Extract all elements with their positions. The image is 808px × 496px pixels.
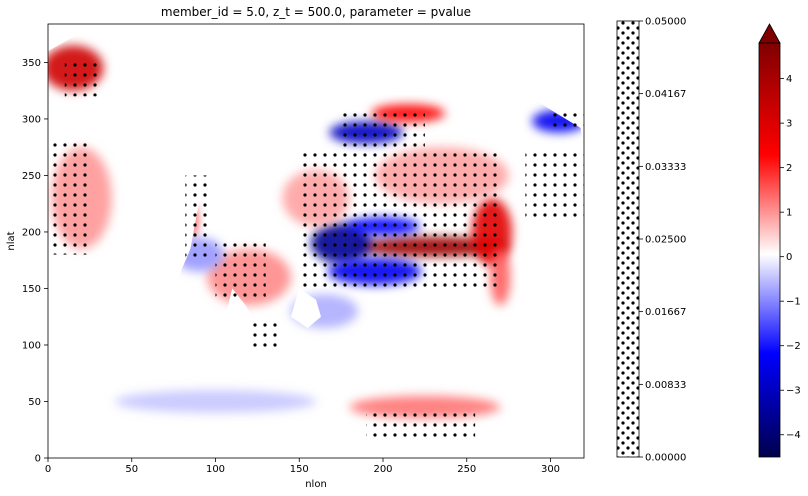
colorbar-tick-label-5: −1: [786, 297, 801, 308]
anomaly-cell-16: [115, 390, 316, 413]
land-mask: [48, 24, 584, 374]
hatch-tick-label-0: 0.05000: [645, 17, 686, 28]
land-region-3: [290, 288, 322, 329]
colorbar-tick-label-3: 1: [786, 208, 792, 219]
y-tick-label-6: 300: [22, 114, 41, 125]
land-region-6: [48, 24, 97, 52]
stipple-region-7: [525, 147, 584, 221]
x-tick-label-1: 50: [125, 464, 138, 475]
y-tick-label-5: 250: [22, 171, 41, 182]
x-tick-label-0: 0: [45, 464, 51, 475]
stipple-region-0: [64, 56, 99, 97]
colorbar-ticks: 4 3 2 1 0 −1 −2 −3 −4: [780, 74, 801, 441]
hatch-tick-label-2: 0.03333: [645, 162, 686, 173]
y-tick-label-2: 100: [22, 340, 41, 351]
land-region-1: [145, 24, 367, 345]
chart-title: member_id = 5.0, z_t = 500.0, parameter …: [161, 5, 471, 19]
colorbar-tick-label-6: −2: [786, 341, 801, 352]
stipple-region-9: [550, 113, 584, 131]
x-tick-label-6: 300: [541, 464, 560, 475]
y-axis-label: nlat: [6, 231, 17, 250]
significance-stippling: [48, 56, 584, 442]
stipple-region-1: [48, 141, 90, 255]
hatch-tick-label-3: 0.02500: [645, 235, 686, 246]
land-region-4: [467, 24, 584, 289]
colorbar-frame: [758, 42, 781, 458]
stipple-region-3: [215, 243, 266, 300]
stipple-region-5: [299, 152, 501, 289]
x-tick-label-5: 250: [457, 464, 476, 475]
x-tick-label-3: 150: [290, 464, 309, 475]
stipple-region-4: [249, 322, 283, 351]
colorbar-tick-label-1: 3: [786, 119, 792, 130]
stipple-region-8: [366, 407, 476, 442]
y-tick-label-1: 50: [28, 397, 41, 408]
x-axis-label: nlon: [305, 479, 327, 490]
plot-frame: [47, 23, 585, 459]
y-tick-label-3: 150: [22, 284, 41, 295]
y-tick-label-7: 350: [22, 58, 41, 69]
colorbar: 4 3 2 1 0 −1 −2 −3 −4: [758, 23, 801, 458]
land-region-5: [550, 305, 584, 345]
colorbar-tick-label-2: 2: [786, 163, 792, 174]
hatch-tick-label-5: 0.00833: [645, 380, 686, 391]
colorbar-extend-arrow: [758, 23, 781, 44]
x-axis-ticks: 0 50 100 150 200 250 300: [45, 458, 560, 475]
colorbar-tick-label-8: −4: [786, 430, 801, 441]
hatch-tick-label-4: 0.01667: [645, 307, 686, 318]
hatch-legend: 0.05000 0.04167 0.03333 0.02500 0.01667 0.008…: [616, 17, 686, 464]
colorbar-gradient: [759, 43, 780, 457]
colorbar-tick-label-0: 4: [786, 74, 792, 85]
colorbar-tick-label-7: −3: [786, 386, 801, 397]
hatch-tick-label-1: 0.04167: [645, 89, 686, 100]
plot-area: 0 50 100 150 200 250 300 0 50 100 150 200 250 300 350: [22, 23, 585, 475]
y-tick-label-0: 0: [35, 454, 41, 465]
hatch-legend-pattern: [617, 21, 639, 457]
y-tick-label-4: 200: [22, 227, 41, 238]
hatch-legend-ticks: 0.05000 0.04167 0.03333 0.02500 0.01667 0.008…: [639, 17, 686, 464]
x-tick-label-2: 100: [206, 464, 225, 475]
stipple-region-6: [341, 107, 425, 148]
colorbar-tick-label-4: 0: [786, 252, 792, 263]
stipple-region-2: [185, 175, 208, 261]
land-region-2: [223, 288, 258, 374]
y-axis-ticks: 0 50 100 150 200 250 300 350: [22, 58, 48, 465]
x-tick-label-4: 200: [373, 464, 392, 475]
hatch-tick-label-6: 0.00000: [645, 453, 686, 464]
